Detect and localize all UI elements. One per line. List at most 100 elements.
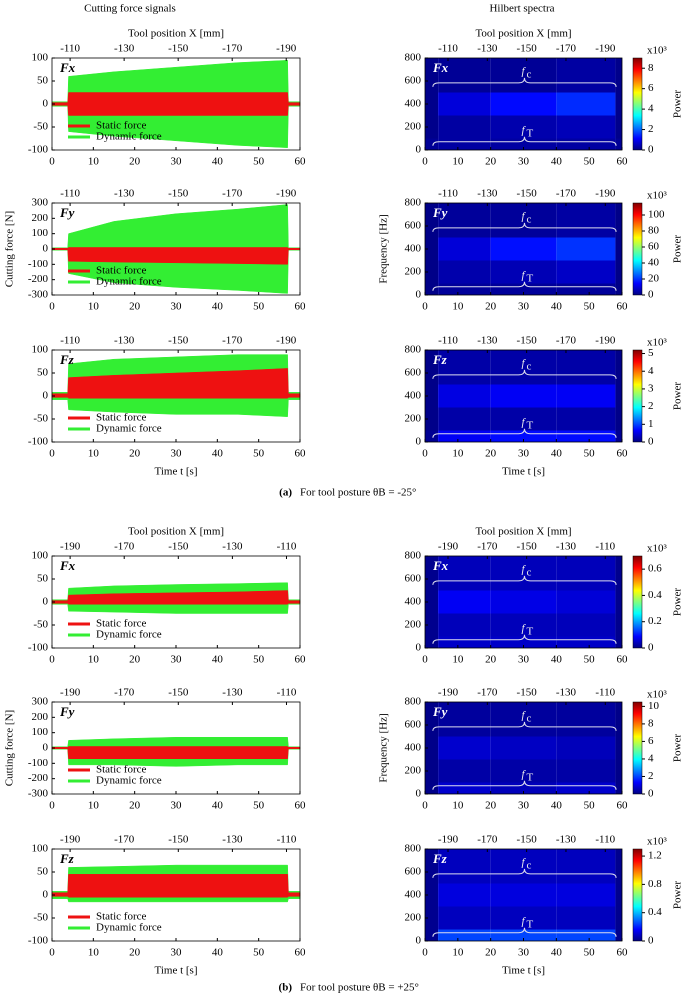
heat-cell bbox=[556, 138, 616, 150]
colorbar-tick-label: 0 bbox=[648, 788, 654, 800]
colorbar-label: Power bbox=[672, 235, 684, 263]
heat-cell bbox=[490, 92, 557, 116]
x2-tick-label: -110 bbox=[60, 335, 80, 347]
heat-cell bbox=[490, 613, 557, 637]
heat-cell bbox=[438, 350, 491, 385]
colorbar-tick-label: 6 bbox=[648, 735, 654, 747]
x2-tick-label: -170 bbox=[114, 541, 135, 553]
heat-cell bbox=[490, 430, 557, 442]
legend-label: Static force bbox=[96, 120, 147, 132]
x2-tick-label: -170 bbox=[477, 541, 498, 553]
colorbar-label: Power bbox=[672, 90, 684, 118]
x2-tick-label: -190 bbox=[60, 834, 81, 846]
annotation-sub: c bbox=[526, 566, 531, 578]
x2-tick-label: -130 bbox=[556, 541, 577, 553]
y-tick-label: 300 bbox=[32, 197, 49, 209]
heat-cell bbox=[438, 702, 491, 737]
colorbar bbox=[632, 848, 643, 942]
heat-cell bbox=[490, 849, 557, 884]
annotation: f bbox=[521, 65, 526, 77]
legend-label: Dynamic force bbox=[96, 629, 162, 641]
colorbar bbox=[632, 555, 643, 649]
x-tick-label: 50 bbox=[584, 654, 596, 666]
y-tick-label: 0 bbox=[43, 98, 49, 110]
heat-cell bbox=[438, 237, 491, 261]
colorbar-tick-label: 0.2 bbox=[648, 615, 662, 627]
x-tick-label: 30 bbox=[171, 448, 183, 460]
x2-tick-label: -130 bbox=[477, 43, 498, 55]
heat-cell bbox=[438, 883, 491, 907]
x2-tick-label: -150 bbox=[517, 834, 538, 846]
x2-tick-label: -110 bbox=[60, 188, 80, 200]
heat-cell bbox=[556, 350, 616, 385]
annotation: f bbox=[521, 357, 526, 369]
heat-cell bbox=[556, 556, 616, 591]
y-tick-label: 100 bbox=[32, 726, 49, 738]
heat-cell bbox=[490, 906, 557, 930]
heat-cell bbox=[425, 260, 439, 284]
header-right: Hilbert spectra bbox=[489, 3, 554, 15]
y-tick-label: -100 bbox=[28, 935, 49, 947]
x-tick-label: 10 bbox=[452, 654, 464, 666]
annotation-sub: T bbox=[526, 625, 533, 637]
y-axis-title: Frequency [Hz] bbox=[378, 214, 390, 283]
x2-tick-label: -110 bbox=[277, 834, 297, 846]
heat-cell bbox=[438, 929, 491, 941]
y-tick-label: 600 bbox=[405, 866, 422, 878]
colorbar-tick-label: 80 bbox=[648, 225, 660, 237]
y-tick-label: -200 bbox=[28, 273, 49, 285]
x-tick-label: 10 bbox=[452, 448, 464, 460]
heat-cell bbox=[438, 92, 491, 116]
x-tick-label: 60 bbox=[295, 800, 307, 812]
heat-cell bbox=[438, 58, 491, 93]
heat-cell bbox=[556, 883, 616, 907]
x2-tick-label: -150 bbox=[517, 541, 538, 553]
y-tick-label: 400 bbox=[405, 243, 422, 255]
x-tick-label: 50 bbox=[253, 947, 265, 959]
heat-cell bbox=[425, 906, 439, 930]
colorbar-tick-label: 3 bbox=[648, 382, 654, 394]
x2-tick-label: -130 bbox=[114, 335, 135, 347]
heat-cell bbox=[615, 203, 622, 238]
legend-label: Static force bbox=[96, 618, 147, 630]
x-tick-label: 20 bbox=[129, 301, 141, 313]
x-tick-label: 60 bbox=[295, 654, 307, 666]
heat-cell bbox=[556, 115, 616, 139]
x-tick-label: 60 bbox=[295, 156, 307, 168]
legend-label: Static force bbox=[96, 764, 147, 776]
colorbar-label: Power bbox=[672, 881, 684, 909]
y-tick-label: 200 bbox=[405, 619, 422, 631]
force-band bbox=[51, 247, 301, 265]
x-tick-label: 0 bbox=[422, 800, 428, 812]
annotation-sub: T bbox=[526, 272, 533, 284]
x2-tick-label: -150 bbox=[517, 188, 538, 200]
panel-label: Fy bbox=[432, 704, 448, 719]
heat-cell bbox=[615, 636, 622, 648]
heat-cell bbox=[490, 759, 557, 783]
annotation: f bbox=[521, 622, 526, 634]
legend-label: Dynamic force bbox=[96, 922, 162, 934]
y-tick-label: 800 bbox=[405, 344, 422, 356]
colorbar-label: Power bbox=[672, 382, 684, 410]
heat-cell bbox=[425, 138, 439, 150]
y-tick-label: 0 bbox=[43, 889, 49, 901]
x-tick-label: 10 bbox=[88, 947, 100, 959]
x-tick-label: 50 bbox=[584, 947, 596, 959]
heat-cell bbox=[615, 430, 622, 442]
heat-cell bbox=[556, 283, 616, 295]
x-tick-label: 0 bbox=[49, 654, 55, 666]
y-tick-label: 200 bbox=[32, 212, 49, 224]
x-tick-label: 0 bbox=[422, 654, 428, 666]
brace bbox=[432, 281, 617, 291]
x-tick-label: 20 bbox=[485, 301, 497, 313]
heat-cell bbox=[615, 906, 622, 930]
x-tick-label: 10 bbox=[452, 301, 464, 313]
colorbar-tick-label: 60 bbox=[648, 241, 660, 253]
y-tick-label: 0 bbox=[43, 596, 49, 608]
heat-cell bbox=[490, 203, 557, 238]
heat-cell bbox=[490, 350, 557, 385]
heat-cell bbox=[438, 613, 491, 637]
colorbar-tick-label: 0.4 bbox=[648, 589, 662, 601]
heat-cell bbox=[556, 929, 616, 941]
x2-tick-label: -190 bbox=[438, 541, 459, 553]
